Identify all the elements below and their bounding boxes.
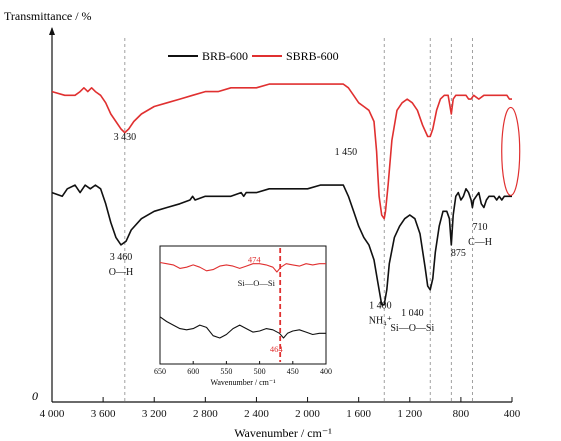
series-line-1 xyxy=(159,316,326,339)
x-tick-label: 400 xyxy=(504,408,521,420)
annotation: 875 xyxy=(451,248,466,259)
series-line-1 xyxy=(51,83,512,220)
inset-frame xyxy=(159,245,327,365)
highlight-ellipse xyxy=(501,106,521,197)
origin-label: 0 xyxy=(32,389,38,403)
x-tick-label: 550 xyxy=(220,367,232,376)
x-tick-label: 2 000 xyxy=(295,408,320,420)
annotation: 464 xyxy=(270,344,284,354)
legend-label-brb: BRB-600 xyxy=(202,49,248,63)
x-tick-label: 3 600 xyxy=(91,408,116,420)
x-tick-label: 800 xyxy=(453,408,470,420)
x-tick-label: 2 400 xyxy=(244,408,269,420)
x-tick-label: 600 xyxy=(187,367,199,376)
main-plot: 4 000 3 600 3 200 2 800 2 400 2 000 1 600 1 200… xyxy=(40,27,521,420)
x-tick-label: 3 200 xyxy=(142,408,167,420)
annotation: 1 400 xyxy=(369,301,392,312)
annotation: 710 xyxy=(473,222,488,233)
annotation: Si—O—Si xyxy=(238,278,276,288)
annotation: Si—O—Si xyxy=(390,323,434,334)
x-tick-label: 4 000 xyxy=(40,408,65,420)
x-tick-label: 1 200 xyxy=(397,408,422,420)
annotation: 474 xyxy=(248,255,262,265)
x-tick-label: 400 xyxy=(320,367,332,376)
annotation: 1 450 xyxy=(335,147,358,158)
series-line-0 xyxy=(51,184,512,306)
legend: BRB-600 SBRB-600 xyxy=(168,49,339,63)
x-tick-label: 1 600 xyxy=(346,408,371,420)
y-axis-label: Transmittance / % xyxy=(4,9,92,23)
x-tick-label: 500 xyxy=(254,367,266,376)
annotation: O—H xyxy=(109,267,133,278)
series-line-0 xyxy=(159,261,326,273)
annotation: 3 460 xyxy=(110,252,133,263)
inset-chart: 650 600 550 500 450 400 474 Si—O—Si 464 Wavenumb… xyxy=(154,245,332,387)
annotation: C—H xyxy=(468,237,492,248)
x-axis-label: Wavenumber / cm⁻¹ xyxy=(234,426,332,440)
x-tick-label: 650 xyxy=(154,367,166,376)
x-tick-label: 450 xyxy=(287,367,299,376)
inset-x-axis-label: Wavenumber / cm⁻¹ xyxy=(210,378,276,387)
inset-plot: 650 600 550 500 450 400 474 Si—O—Si 464 xyxy=(154,248,332,376)
annotation: 3 430 xyxy=(114,132,137,143)
legend-label-sbrb: SBRB-600 xyxy=(286,49,339,63)
x-tick-label: 2 800 xyxy=(193,408,218,420)
annotation: 1 040 xyxy=(401,308,424,319)
y-axis-arrow xyxy=(49,27,55,35)
annotation: NH₄⁺ xyxy=(369,315,392,326)
